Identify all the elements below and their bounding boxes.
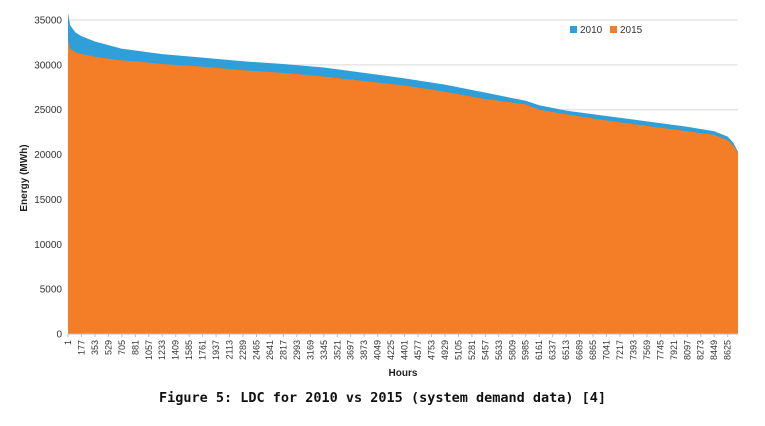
legend-swatch-2010 xyxy=(570,26,577,33)
series-area-2015 xyxy=(68,40,738,335)
x-tick-label: 1 xyxy=(63,340,73,345)
x-tick-label: 7569 xyxy=(642,340,652,360)
x-tick-label: 6513 xyxy=(561,340,571,360)
x-tick-label: 6337 xyxy=(548,340,558,360)
x-tick-label: 5633 xyxy=(494,340,504,360)
x-tick-label: 5281 xyxy=(467,340,477,360)
y-tick-label: 5000 xyxy=(40,285,63,296)
x-tick-label: 705 xyxy=(117,340,127,355)
x-tick-label: 1937 xyxy=(211,340,221,360)
x-tick-label: 1233 xyxy=(157,340,167,360)
x-tick-label: 3345 xyxy=(319,340,329,360)
x-tick-label: 7041 xyxy=(602,340,612,360)
x-tick-label: 7217 xyxy=(615,340,625,360)
legend-label-2010: 2010 xyxy=(580,25,603,36)
x-tick-label: 4753 xyxy=(426,340,436,360)
x-tick-label: 3873 xyxy=(359,340,369,360)
legend: 2010 2015 xyxy=(570,25,643,36)
x-tick-label: 4577 xyxy=(413,340,423,360)
x-tick-label: 5105 xyxy=(453,340,463,360)
x-tick-label: 1409 xyxy=(171,340,181,360)
x-tick-label: 4049 xyxy=(373,340,383,360)
legend-swatch-2015 xyxy=(610,26,617,33)
x-tick-label: 881 xyxy=(130,340,140,355)
x-tick-label: 2113 xyxy=(225,340,235,359)
x-tick-label: 5809 xyxy=(507,340,517,360)
legend-label-2015: 2015 xyxy=(620,25,643,36)
y-tick-label: 25000 xyxy=(34,105,62,116)
x-tick-label: 2465 xyxy=(251,340,261,360)
x-tick-label: 2993 xyxy=(292,340,302,360)
x-tick-label: 5985 xyxy=(521,340,531,360)
x-tick-label: 7393 xyxy=(628,340,638,360)
x-tick-label: 8625 xyxy=(723,340,733,360)
x-tick-label: 3697 xyxy=(346,340,356,360)
x-tick-label: 8097 xyxy=(682,340,692,360)
x-tick-label: 1761 xyxy=(198,340,208,360)
y-tick-label: 35000 xyxy=(34,16,62,27)
x-tick-label: 353 xyxy=(90,340,100,355)
series-areas xyxy=(68,12,738,335)
x-axis-label: Hours xyxy=(389,368,418,379)
x-tick-label: 529 xyxy=(103,340,113,355)
x-tick-label: 2289 xyxy=(238,340,248,360)
x-tick-label: 8273 xyxy=(696,340,706,360)
x-tick-label: 2817 xyxy=(278,340,288,360)
y-tick-label: 20000 xyxy=(34,150,62,161)
x-tick-label: 6865 xyxy=(588,340,598,360)
y-tick-label: 0 xyxy=(56,330,62,341)
x-tick-label: 177 xyxy=(76,340,86,355)
x-tick-label: 1057 xyxy=(144,340,154,360)
x-tick-label: 6689 xyxy=(575,340,585,360)
x-tick-label: 3169 xyxy=(305,340,315,360)
y-tick-label: 30000 xyxy=(34,60,62,71)
x-tick-label: 4401 xyxy=(400,340,410,360)
x-tick-label: 3521 xyxy=(332,340,342,360)
x-tick-label: 5457 xyxy=(480,340,490,360)
x-tick-label: 4225 xyxy=(386,340,396,360)
figure-caption: Figure 5: LDC for 2010 vs 2015 (system d… xyxy=(158,390,607,406)
y-tick-labels: 0 5000 10000 15000 20000 25000 30000 35000 xyxy=(34,16,62,341)
x-tick-labels: 1 177 353 529 705 881 1057 1233 1409 1585 1761 1937… xyxy=(63,334,733,360)
y-axis-label: Energy (MWh) xyxy=(19,144,30,211)
x-tick-label: 6161 xyxy=(534,340,544,360)
x-tick-label: 8449 xyxy=(709,340,719,360)
x-tick-label: 1585 xyxy=(184,340,194,360)
y-tick-label: 10000 xyxy=(34,240,62,251)
y-tick-label: 15000 xyxy=(34,195,62,206)
x-tick-label: 4929 xyxy=(440,340,450,360)
x-tick-label: 7921 xyxy=(669,340,679,360)
x-tick-label: 2641 xyxy=(265,340,275,360)
x-tick-label: 7745 xyxy=(655,340,665,360)
